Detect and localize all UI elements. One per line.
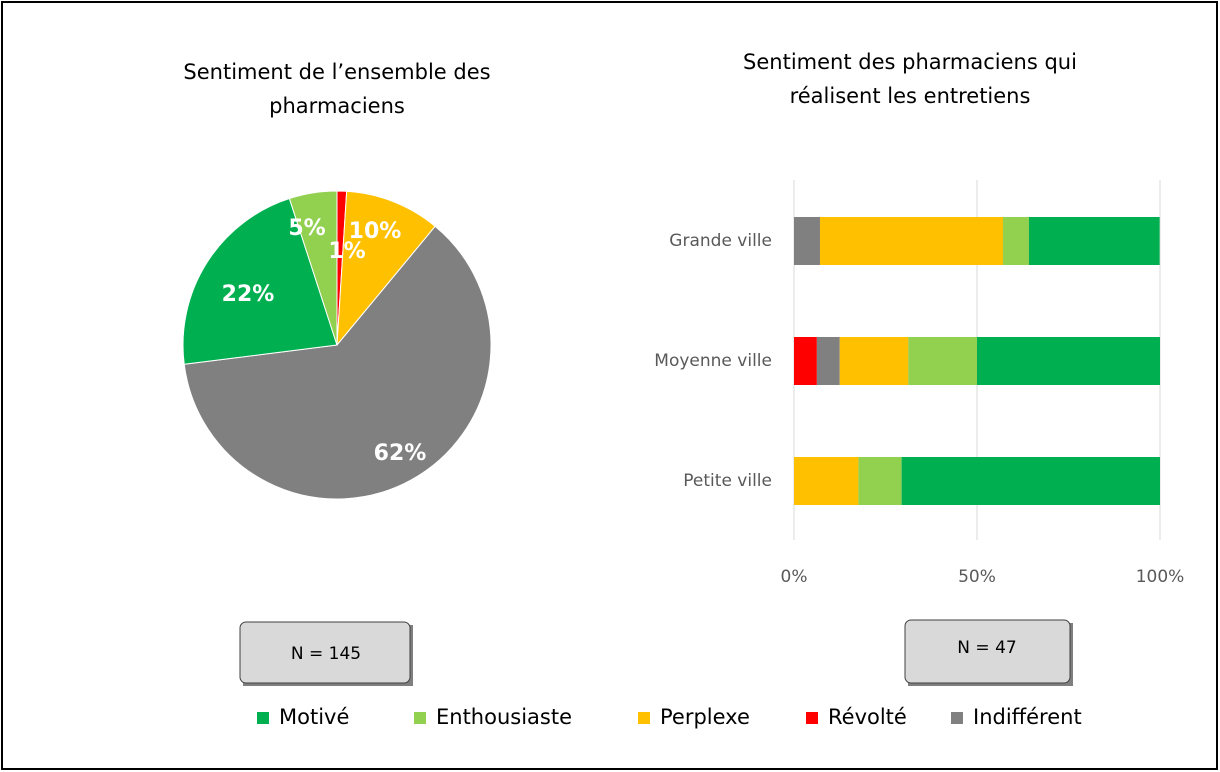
data-label: 5%	[288, 216, 325, 241]
bar-segment	[901, 457, 1160, 505]
bar-segment	[1002, 217, 1029, 265]
x-tick-label: 100%	[1136, 567, 1185, 587]
legend-swatch	[806, 712, 818, 724]
data-label: 10%	[349, 219, 402, 244]
bar-segment	[858, 457, 902, 505]
bar-segment	[794, 457, 859, 505]
y-tick-label: Petite ville	[683, 471, 772, 491]
data-label: 1%	[328, 239, 365, 264]
bar-segment	[977, 337, 1160, 385]
legend-label: Perplexe	[660, 705, 750, 729]
bar-segment	[794, 337, 817, 385]
pie-slice	[336, 190, 436, 347]
bar-segment	[839, 337, 909, 385]
chart-title: pharmaciens	[269, 94, 405, 118]
legend-swatch	[638, 712, 650, 724]
x-tick-label: 0%	[781, 567, 808, 587]
y-tick-label: Grande ville	[669, 231, 772, 251]
legend-label: Révolté	[828, 705, 907, 729]
data-label: 62%	[374, 441, 427, 466]
y-tick-label: Moyenne ville	[654, 351, 772, 371]
legend-label: Indifférent	[973, 705, 1082, 729]
bar-segment	[908, 337, 977, 385]
pie-slice	[182, 197, 338, 365]
pie-slice	[183, 225, 492, 500]
x-tick-label: 50%	[958, 567, 996, 587]
legend-swatch	[951, 712, 963, 724]
legend-label: Enthousiaste	[436, 705, 572, 729]
annotation: N = 47	[957, 638, 1016, 658]
bar-segment	[819, 217, 1003, 265]
note-box	[239, 621, 411, 684]
pie-slice	[288, 190, 338, 346]
bar-segment	[794, 217, 820, 265]
annotation: N = 145	[291, 644, 361, 664]
bar-segment	[816, 337, 840, 385]
note-box	[904, 619, 1071, 684]
legend-swatch	[414, 712, 426, 724]
chart-title: Sentiment des pharmaciens qui	[743, 50, 1077, 74]
data-label: 22%	[222, 282, 275, 307]
chart-title: réalisent les entretiens	[790, 84, 1031, 108]
legend-swatch	[257, 712, 269, 724]
chart-title: Sentiment de l’ensemble des	[183, 60, 490, 84]
bar-segment	[1028, 217, 1160, 265]
legend-label: Motivé	[279, 705, 349, 729]
